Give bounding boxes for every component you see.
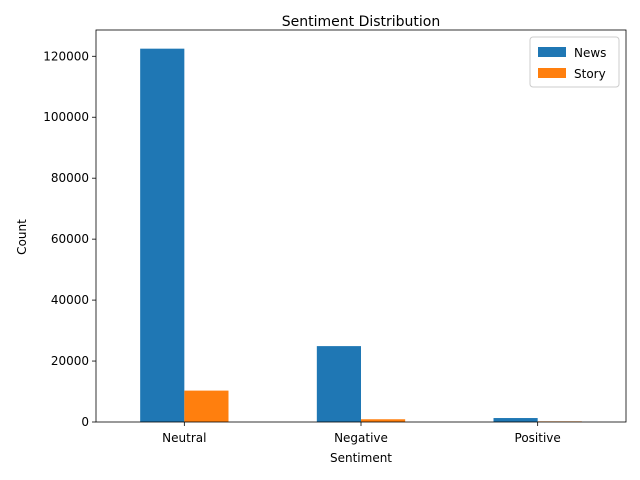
x-tick-label-negative: Negative — [334, 431, 388, 445]
x-axis-label: Sentiment — [330, 451, 392, 465]
y-tick-label: 20000 — [51, 354, 89, 368]
y-tick-label: 0 — [81, 415, 89, 429]
bar-news-negative — [316, 346, 361, 422]
bar-story-negative — [361, 419, 406, 422]
legend-label-story: Story — [574, 67, 606, 81]
x-tick-label-positive: Positive — [515, 431, 561, 445]
y-tick-label: 80000 — [51, 171, 89, 185]
y-tick-label: 100000 — [43, 110, 89, 124]
legend-label-news: News — [574, 46, 606, 60]
legend: News Story — [529, 36, 620, 88]
legend-swatch-news — [538, 47, 566, 57]
y-tick-label: 40000 — [51, 293, 89, 307]
bar-story-neutral — [184, 390, 229, 422]
y-tick-label: 60000 — [51, 232, 89, 246]
legend-swatch-story — [538, 68, 566, 78]
bar-news-neutral — [140, 48, 185, 423]
x-tick-label-neutral: Neutral — [162, 431, 206, 445]
chart-title: Sentiment Distribution — [282, 14, 441, 30]
y-tick-label: 120000 — [43, 49, 89, 63]
plot-area: 0 20000 40000 60000 80000 100000 120000 Neutral… — [43, 29, 627, 445]
y-axis-label: Count — [15, 219, 29, 255]
bar-news-positive — [493, 418, 538, 422]
